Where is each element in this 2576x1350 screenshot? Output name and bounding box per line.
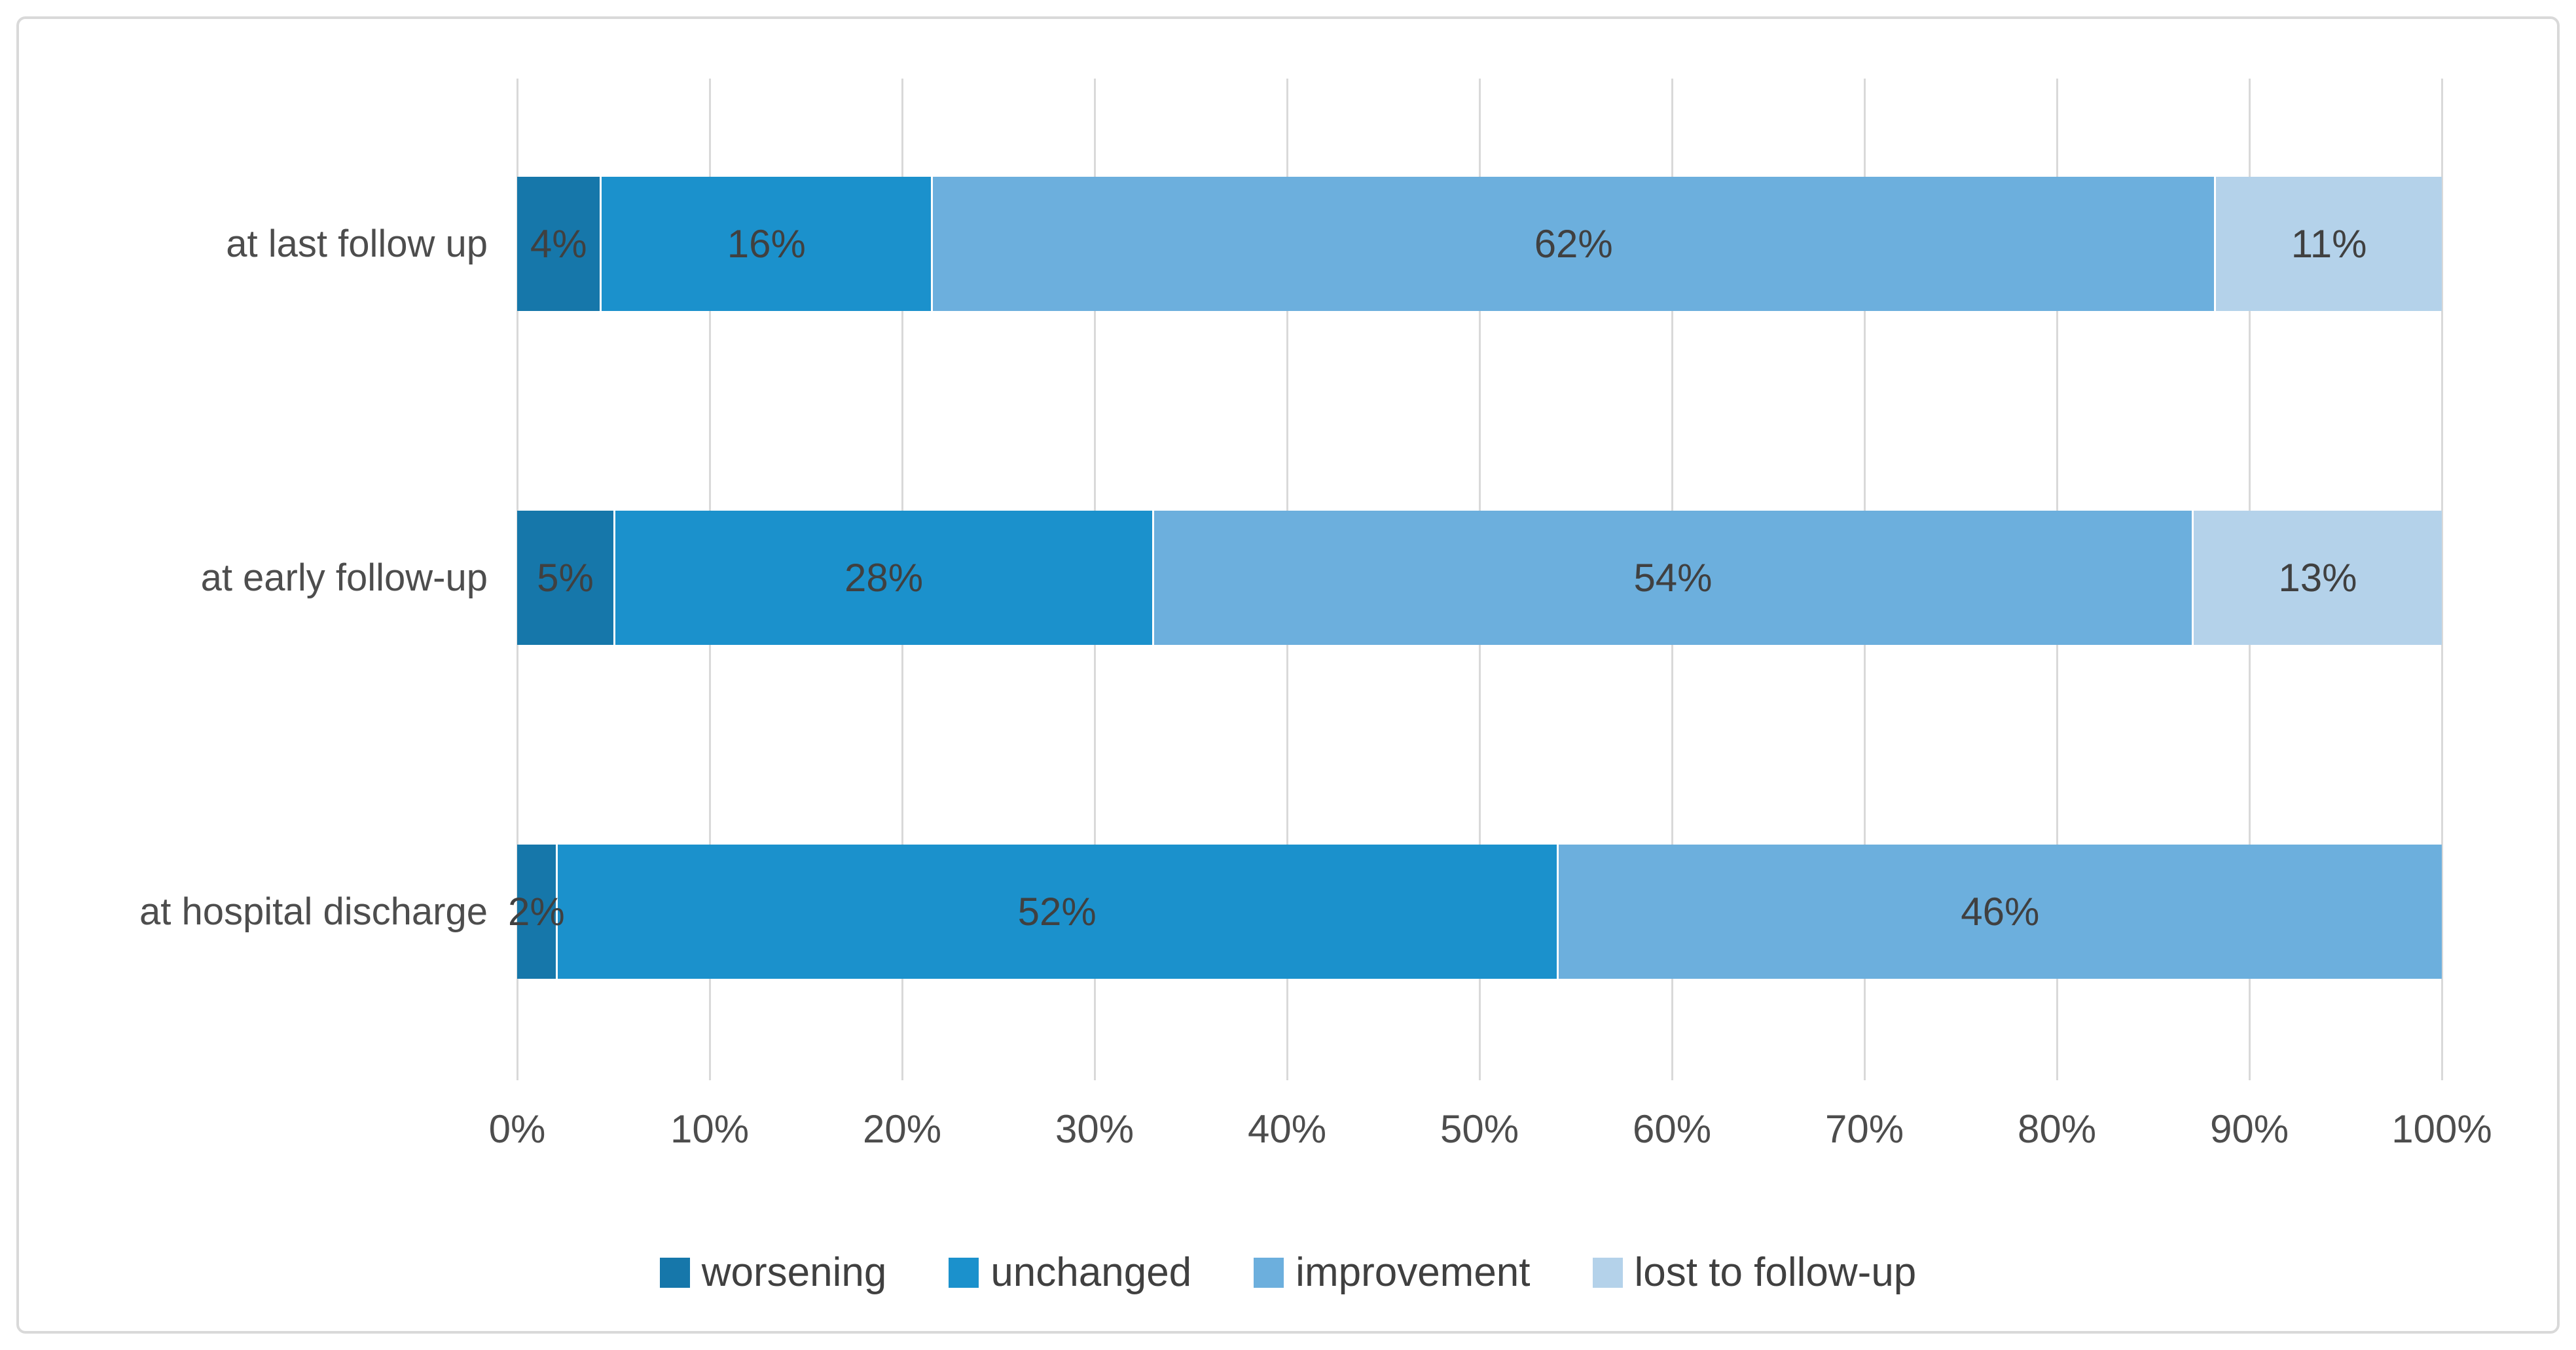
x-tick-label: 40% bbox=[1247, 1107, 1327, 1151]
legend-label: improvement bbox=[1296, 1250, 1531, 1295]
data-label: 5% bbox=[537, 555, 594, 600]
bar-segment-lost-to-follow-up: 13% bbox=[2191, 511, 2442, 645]
legend-label: worsening bbox=[701, 1250, 887, 1295]
gridline bbox=[2440, 79, 2443, 1080]
category-label: at hospital discharge bbox=[139, 890, 488, 933]
bar-segment-worsening: 4% bbox=[517, 177, 600, 311]
bar-segment-worsening: 5% bbox=[517, 511, 613, 645]
bar-row: 5% 28% 54% 13% bbox=[517, 511, 2442, 645]
bar-segment-worsening: 2% bbox=[508, 845, 565, 979]
bar-segment-unchanged: 16% bbox=[600, 177, 932, 311]
bar-row: 4% 16% 62% 11% bbox=[517, 177, 2442, 311]
data-label: 28% bbox=[844, 555, 924, 600]
x-tick-label: 80% bbox=[2017, 1107, 2097, 1151]
x-tick-label: 10% bbox=[670, 1107, 750, 1151]
legend-swatch-icon bbox=[659, 1258, 690, 1288]
data-label: 2% bbox=[508, 889, 565, 934]
legend: worsening unchanged improvement lost to fol… bbox=[0, 1243, 2576, 1303]
legend-item: worsening bbox=[659, 1250, 887, 1295]
plot-area: 4% 16% 62% 11% 5% 28% 54% 13% 2% 52% 46% bbox=[508, 79, 2443, 1080]
bar-segment-lost-to-follow-up: 11% bbox=[2214, 177, 2442, 311]
legend-label: lost to follow-up bbox=[1634, 1250, 1917, 1295]
bar-segment-improvement: 46% bbox=[1556, 845, 2442, 979]
x-tick-label: 30% bbox=[1055, 1107, 1134, 1151]
legend-item: unchanged bbox=[949, 1252, 1191, 1293]
data-label: 62% bbox=[1534, 221, 1613, 266]
legend-label: unchanged bbox=[990, 1250, 1192, 1295]
legend-swatch-icon bbox=[1592, 1258, 1623, 1288]
x-tick-label: 100% bbox=[2391, 1107, 2492, 1151]
bar-row: 2% 52% 46% bbox=[508, 845, 2442, 979]
data-label: 46% bbox=[1961, 889, 2040, 934]
data-label: 52% bbox=[1017, 889, 1097, 934]
x-tick-label: 60% bbox=[1632, 1107, 1712, 1151]
bar-segment-unchanged: 52% bbox=[555, 845, 1557, 979]
data-label: 13% bbox=[2278, 555, 2357, 600]
legend-swatch-icon bbox=[949, 1258, 979, 1288]
x-tick-label: 70% bbox=[1824, 1107, 1904, 1151]
x-tick-label: 50% bbox=[1440, 1107, 1519, 1151]
bar-segment-unchanged: 28% bbox=[613, 511, 1153, 645]
category-label: at early follow-up bbox=[200, 556, 488, 599]
data-label: 54% bbox=[1633, 555, 1713, 600]
data-label: 4% bbox=[530, 221, 587, 266]
bar-segment-improvement: 62% bbox=[931, 177, 2215, 311]
data-label: 16% bbox=[727, 221, 806, 266]
figure-border bbox=[16, 16, 2560, 1334]
category-label: at last follow up bbox=[226, 223, 488, 265]
bar-segment-improvement: 54% bbox=[1152, 511, 2192, 645]
legend-swatch-icon bbox=[1254, 1258, 1284, 1288]
x-tick-label: 90% bbox=[2209, 1107, 2289, 1151]
legend-item: lost to follow-up bbox=[1592, 1250, 1917, 1295]
legend-item: improvement bbox=[1254, 1250, 1531, 1295]
x-tick-label: 0% bbox=[488, 1107, 546, 1151]
x-tick-label: 20% bbox=[862, 1107, 942, 1151]
data-label: 11% bbox=[2291, 221, 2367, 266]
